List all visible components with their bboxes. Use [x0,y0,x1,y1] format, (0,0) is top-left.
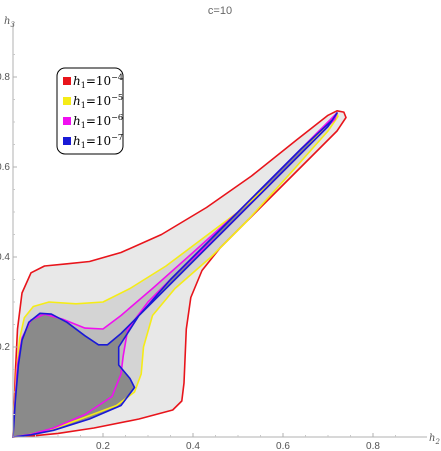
legend-label: h1=10−4 [73,73,123,90]
x-tick-label: 0.2 [96,441,110,451]
legend-label: h1=10−5 [73,93,123,110]
legend: h1=10−4 h1=10−5 h1=10−6 h1=10−7 [56,67,124,155]
regions-layer [12,110,347,438]
y-tick-label: 0.8 [0,72,10,83]
x-tick-label: 0.6 [276,441,290,451]
y-tick-label: 0.2 [0,342,10,353]
x-axis-title: h2 [429,433,440,446]
legend-swatch [63,137,71,145]
region-boundary-1 [12,110,347,438]
legend-swatch [63,77,71,85]
region-boundary-4 [12,112,338,438]
x-axis-title-sub: 2 [434,438,440,446]
y-axis-title: h3 [4,16,15,29]
legend-swatch [63,97,71,105]
legend-label: h1=10−6 [73,113,123,130]
x-axis-title-main: h [429,433,435,444]
legend-box [56,67,124,155]
x-tick-label: 0.4 [186,441,200,451]
y-axis-title-sub: 3 [10,21,15,29]
y-tick-label: 0.6 [0,162,10,173]
y-axis-title-main: h [4,16,10,27]
axes-layer: 0.2 0.4 0.6 0.8 0.2 0.4 0.6 0.8 [0,23,427,451]
region-boundary-3 [12,112,338,438]
chart-title: c=10 [208,5,232,17]
y-tick-label: 0.4 [0,252,10,263]
legend-swatch [63,117,71,125]
x-tick-label: 0.8 [366,441,380,451]
legend-label: h1=10−7 [73,133,123,150]
